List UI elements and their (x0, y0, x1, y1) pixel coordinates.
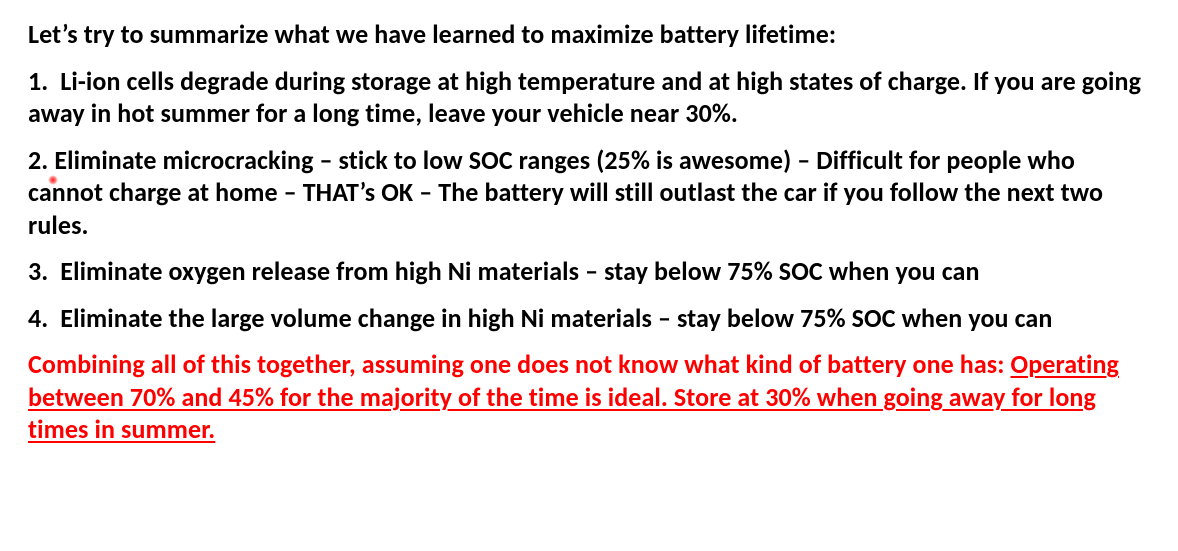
list-item-4: 4. Eliminate the large volume change in … (28, 302, 1150, 335)
item-number: 3. (28, 255, 48, 287)
item-text: Li-ion cells degrade during storage at h… (28, 65, 1141, 130)
conclusion-pre: Combining all of this together, assuming… (28, 348, 1011, 380)
item-text: Eliminate microcracking – stick to low S… (28, 144, 1103, 241)
intro-paragraph: Let’s try to summarize what we have lear… (28, 18, 1150, 51)
list-item-3: 3. Eliminate oxygen release from high Ni… (28, 255, 1150, 288)
list-item-1: 1. Li-ion cells degrade during storage a… (28, 65, 1150, 130)
item-text: Eliminate the large volume change in hig… (60, 302, 1052, 334)
list-item-2: 2. Eliminate microcracking – stick to lo… (28, 144, 1150, 242)
slide-body: Let’s try to summarize what we have lear… (0, 0, 1178, 551)
item-number: 2. (28, 144, 48, 176)
item-number: 1. (28, 65, 48, 97)
conclusion-paragraph: Combining all of this together, assuming… (28, 348, 1150, 446)
item-text: Eliminate oxygen release from high Ni ma… (60, 255, 979, 287)
item-number: 4. (28, 302, 48, 334)
